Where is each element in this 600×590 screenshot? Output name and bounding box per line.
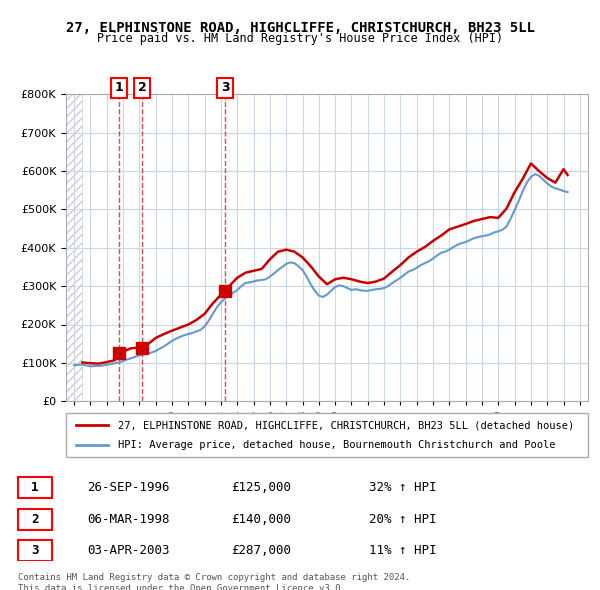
Text: £140,000: £140,000 — [231, 513, 291, 526]
Text: 27, ELPHINSTONE ROAD, HIGHCLIFFE, CHRISTCHURCH, BH23 5LL: 27, ELPHINSTONE ROAD, HIGHCLIFFE, CHRIST… — [65, 21, 535, 35]
Text: 26-SEP-1996: 26-SEP-1996 — [87, 481, 169, 494]
Bar — [66, 94, 82, 401]
Text: Price paid vs. HM Land Registry's House Price Index (HPI): Price paid vs. HM Land Registry's House … — [97, 32, 503, 45]
FancyBboxPatch shape — [18, 540, 52, 562]
Text: 06-MAR-1998: 06-MAR-1998 — [87, 513, 169, 526]
Text: 1: 1 — [31, 481, 39, 494]
Text: 32% ↑ HPI: 32% ↑ HPI — [369, 481, 437, 494]
Text: 2: 2 — [31, 513, 39, 526]
Text: 20% ↑ HPI: 20% ↑ HPI — [369, 513, 437, 526]
Text: 3: 3 — [31, 544, 39, 558]
FancyBboxPatch shape — [66, 413, 588, 457]
Text: £125,000: £125,000 — [231, 481, 291, 494]
FancyBboxPatch shape — [18, 477, 52, 498]
Text: 27, ELPHINSTONE ROAD, HIGHCLIFFE, CHRISTCHURCH, BH23 5LL (detached house): 27, ELPHINSTONE ROAD, HIGHCLIFFE, CHRIST… — [118, 421, 574, 430]
Text: 11% ↑ HPI: 11% ↑ HPI — [369, 544, 437, 558]
Text: HPI: Average price, detached house, Bournemouth Christchurch and Poole: HPI: Average price, detached house, Bour… — [118, 440, 556, 450]
Text: £287,000: £287,000 — [231, 544, 291, 558]
FancyBboxPatch shape — [18, 509, 52, 530]
Text: Contains HM Land Registry data © Crown copyright and database right 2024.: Contains HM Land Registry data © Crown c… — [18, 573, 410, 582]
Text: 03-APR-2003: 03-APR-2003 — [87, 544, 169, 558]
Text: 3: 3 — [221, 81, 230, 94]
Text: This data is licensed under the Open Government Licence v3.0.: This data is licensed under the Open Gov… — [18, 584, 346, 590]
Text: 2: 2 — [138, 81, 147, 94]
Text: 1: 1 — [115, 81, 123, 94]
